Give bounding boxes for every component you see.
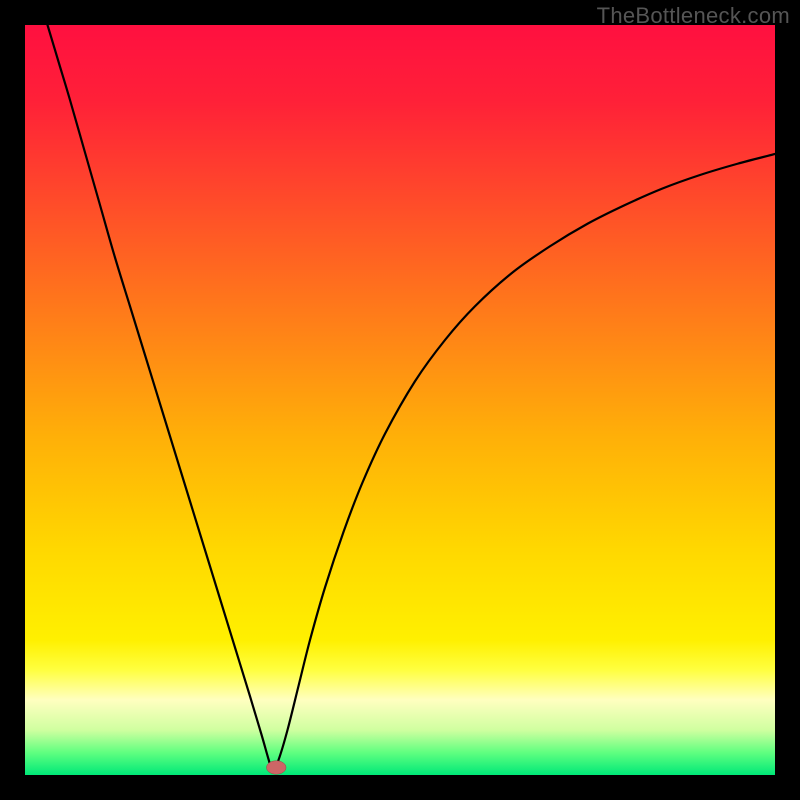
bottleneck-chart: [25, 25, 775, 775]
chart-svg: [25, 25, 775, 775]
chart-background: [25, 25, 775, 775]
optimum-marker: [267, 761, 287, 775]
watermark-text: TheBottleneck.com: [597, 3, 790, 29]
